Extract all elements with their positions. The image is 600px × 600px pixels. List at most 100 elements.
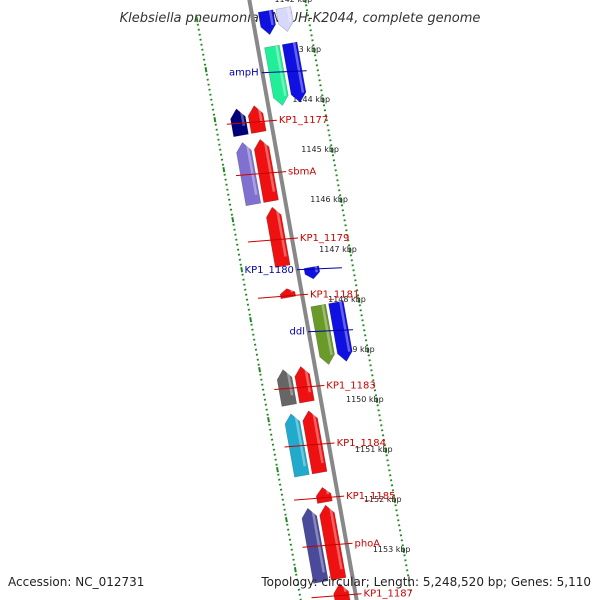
gene-feature[interactable] xyxy=(266,206,291,268)
feature-label[interactable]: KP1_1185 xyxy=(346,491,395,502)
major-tick xyxy=(204,67,208,73)
gene-arrow[interactable] xyxy=(264,44,289,106)
ruler-label: 1144 kbp xyxy=(292,95,330,104)
label-connector xyxy=(294,495,345,501)
ruler-label: 1150 kbp xyxy=(346,395,384,404)
gene-highlight xyxy=(342,582,347,592)
gene-arrow[interactable] xyxy=(315,486,333,504)
topology-text: Topology: circular; Length: 5,248,520 bp… xyxy=(261,575,591,589)
label-connector xyxy=(302,542,353,548)
major-tick xyxy=(357,297,361,303)
major-tick xyxy=(195,17,199,23)
major-tick xyxy=(258,367,262,373)
ruler-label: 1151 kbp xyxy=(355,445,393,454)
gene-feature[interactable] xyxy=(253,138,279,203)
ruler-label: 1147 kbp xyxy=(319,245,357,254)
gene-feature[interactable] xyxy=(294,365,315,404)
label-connector xyxy=(311,593,362,599)
gene-feature[interactable] xyxy=(315,486,333,504)
ruler-label: 1149 kbp xyxy=(337,345,375,354)
feature-labels: ampH KP1_1177 sbmA KP1_1179 KP1_1180 KP1_1181… xyxy=(226,68,413,600)
feature-label[interactable]: KP1_1177 xyxy=(279,115,328,126)
feature-label[interactable]: KP1_1183 xyxy=(326,380,375,391)
gene-highlight xyxy=(286,6,292,23)
gene-feature[interactable] xyxy=(319,504,347,581)
gene-highlight xyxy=(245,141,258,196)
feature-label[interactable]: KP1_1181 xyxy=(310,289,359,300)
major-tick xyxy=(366,347,370,353)
gene-highlight xyxy=(275,206,287,257)
gene-feature[interactable] xyxy=(264,44,289,106)
gene-highlight xyxy=(311,409,324,464)
major-tick xyxy=(384,447,388,453)
gene-highlight xyxy=(286,368,294,396)
gene-highlight xyxy=(310,507,325,573)
major-tick xyxy=(284,517,288,523)
label-connector xyxy=(274,384,325,390)
gene-arrow[interactable] xyxy=(257,9,276,36)
feature-label[interactable]: sbmA xyxy=(288,167,316,178)
gene-highlight xyxy=(292,42,305,93)
feature-label[interactable]: ddl xyxy=(290,327,305,338)
feature-label[interactable]: ampH xyxy=(229,68,259,79)
feature-label[interactable]: KP1_1187 xyxy=(364,589,413,600)
tick-layer xyxy=(195,0,412,600)
feature-label[interactable]: KP1_1180 xyxy=(245,265,294,276)
major-tick xyxy=(293,567,297,573)
gene-feature[interactable] xyxy=(328,300,353,362)
gene-arrow[interactable] xyxy=(279,288,297,300)
gene-feature[interactable] xyxy=(275,6,294,32)
major-tick xyxy=(267,417,270,423)
gene-arrow[interactable] xyxy=(253,138,279,203)
gene-arrow[interactable] xyxy=(319,504,347,581)
gene-arrow[interactable] xyxy=(294,366,315,404)
label-connector xyxy=(226,119,277,125)
major-tick xyxy=(222,167,226,173)
ruler-label: 1153 kbp xyxy=(373,545,411,554)
gene-arrow[interactable] xyxy=(266,206,291,268)
gene-arrow[interactable] xyxy=(302,410,328,475)
gene-feature[interactable] xyxy=(302,409,328,475)
gene-feature[interactable] xyxy=(279,287,297,300)
major-tick xyxy=(330,147,334,153)
label-connector xyxy=(296,267,342,271)
feature-label[interactable]: KP1_1184 xyxy=(337,438,386,449)
gene-feature[interactable] xyxy=(303,265,321,280)
major-tick xyxy=(375,397,379,403)
major-tick xyxy=(276,467,279,473)
major-tick xyxy=(213,117,217,123)
gene-feature[interactable] xyxy=(310,303,335,365)
accession-text: Accession: NC_012731 xyxy=(8,575,145,589)
major-tick xyxy=(393,497,397,503)
label-connector xyxy=(307,329,354,333)
gene-highlight xyxy=(303,365,312,393)
feature-label[interactable]: KP1_1179 xyxy=(300,233,349,244)
gene-arrow[interactable] xyxy=(275,6,294,32)
ruler-label: 1146 kbp xyxy=(310,195,348,204)
gene-arrow[interactable] xyxy=(247,105,267,134)
label-connector xyxy=(247,237,298,243)
major-tick xyxy=(312,47,316,53)
backbone-layer xyxy=(247,0,359,600)
gene-highlight xyxy=(294,412,307,467)
gene-feature[interactable] xyxy=(281,41,307,103)
major-tick xyxy=(249,317,253,323)
ruler-label: 1142 kbp xyxy=(274,0,312,4)
label-connector xyxy=(284,442,335,448)
gene-arrow[interactable] xyxy=(310,303,335,365)
backbone-line xyxy=(247,0,359,600)
gene-arrow[interactable] xyxy=(328,300,353,362)
major-tick xyxy=(348,247,352,253)
major-tick xyxy=(240,267,244,273)
gene-feature[interactable] xyxy=(257,9,276,36)
gene-highlight xyxy=(325,486,330,495)
gene-highlight xyxy=(268,10,274,26)
gene-feature[interactable] xyxy=(247,104,267,134)
gene-highlight xyxy=(275,45,287,97)
feature-label[interactable]: phoA xyxy=(355,538,381,549)
label-connector xyxy=(257,293,309,299)
gene-arrow[interactable] xyxy=(281,41,307,103)
gene-arrow[interactable] xyxy=(303,265,321,280)
major-tick xyxy=(402,547,406,553)
